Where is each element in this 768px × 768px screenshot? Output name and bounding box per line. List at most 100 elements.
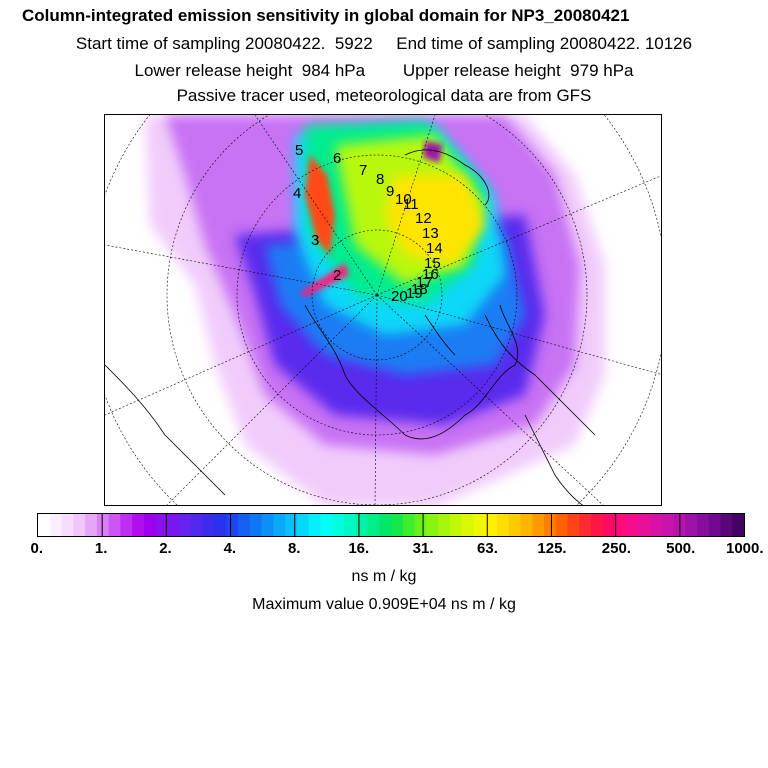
color-swatch [379, 514, 392, 536]
trajectory-label: 16 [422, 266, 439, 283]
coastlines [105, 149, 596, 505]
trajectory-label: 2 [333, 267, 341, 284]
color-swatch [426, 514, 439, 536]
trajectory-label: 20 [391, 288, 408, 305]
color-swatch [296, 514, 310, 536]
color-swatch [591, 514, 604, 536]
sensitivity-plume [145, 115, 605, 505]
trajectory-label: 6 [333, 150, 341, 167]
color-swatch [532, 514, 545, 536]
color-swatch [273, 514, 286, 536]
color-swatch [402, 514, 416, 536]
color-swatch [96, 514, 110, 536]
color-scale-bar [37, 513, 745, 537]
color-swatch [343, 514, 357, 536]
color-swatch [614, 514, 627, 536]
color-swatch [685, 514, 698, 536]
sampling-time-info: Start time of sampling 20080422. 5922 En… [75, 34, 693, 53]
color-swatch [520, 514, 533, 536]
color-swatch [461, 514, 474, 536]
color-swatch [449, 514, 463, 536]
color-swatch [332, 514, 345, 536]
trajectory-label: 19 [406, 285, 423, 302]
color-swatch [720, 514, 733, 536]
trajectory-label: 14 [426, 240, 443, 257]
color-scale-tick: 500. [666, 540, 696, 557]
color-scale-tick: 8. [287, 540, 301, 557]
color-swatch [391, 514, 404, 536]
trajectory-label: 13 [422, 225, 439, 242]
color-swatch [226, 514, 239, 536]
color-scale-swatches [38, 514, 744, 536]
color-swatch [567, 514, 580, 536]
maximum-value: Maximum value 0.909E+04 ns m / kg [252, 596, 516, 613]
color-scale-tick: 1000. [726, 540, 764, 557]
trajectory-label: 15 [424, 255, 441, 272]
color-swatch [179, 514, 192, 536]
color-swatch [85, 514, 98, 536]
trajectory-label: 17 [416, 274, 433, 291]
color-swatch [638, 514, 651, 536]
color-swatch [367, 514, 380, 536]
color-scale-tick: 2. [159, 540, 172, 557]
color-swatch [308, 514, 321, 536]
color-swatch [167, 514, 180, 536]
color-swatch [38, 514, 51, 536]
trajectory-label: 7 [359, 162, 367, 179]
color-swatch [320, 514, 333, 536]
color-swatch [49, 514, 63, 536]
color-swatch [602, 514, 616, 536]
color-swatch [190, 514, 204, 536]
map-title: Column-integrated emission sensitivity i… [22, 6, 630, 25]
color-swatch [143, 514, 157, 536]
color-swatch [73, 514, 86, 536]
color-scale-ticks: 0. 1. 2. 4. 8. 16. 31. 63. 125. 250. 500. 1000. [0, 540, 768, 562]
polar-map: 2 3 4 5 6 7 8 9 10 11 12 13 14 15 16 17 … [104, 114, 662, 506]
color-swatch [202, 514, 215, 536]
color-swatch [438, 514, 451, 536]
color-scale-tick: 4. [223, 540, 237, 557]
trajectory-label: 9 [386, 183, 394, 200]
color-scale-tick: 250. [601, 540, 631, 557]
color-swatch [473, 514, 486, 536]
color-swatch [496, 514, 510, 536]
emission-sensitivity-field: 2 3 4 5 6 7 8 9 10 11 12 13 14 15 16 17 … [105, 115, 661, 505]
color-scale-tick: 125. [537, 540, 567, 557]
color-scale-tick: 63. [477, 540, 498, 557]
color-swatch [732, 514, 744, 536]
color-swatch [579, 514, 592, 536]
color-swatch [214, 514, 227, 536]
color-swatch [155, 514, 168, 536]
color-swatch [249, 514, 263, 536]
trajectory-label: 11 [403, 196, 419, 213]
color-swatch [708, 514, 721, 536]
color-scale-tick: 31. [412, 540, 434, 557]
color-swatch [626, 514, 639, 536]
grid-lines [105, 115, 661, 505]
color-swatch [543, 514, 557, 536]
trajectory-label: 12 [415, 210, 432, 227]
color-swatch [661, 514, 674, 536]
color-scale-unit: ns m / kg [351, 568, 417, 585]
color-swatch [120, 514, 133, 536]
color-swatch [355, 514, 368, 536]
trajectory-label: 3 [311, 232, 319, 249]
color-scale-tick: 1. [94, 540, 108, 557]
trajectory-labels: 2 3 4 5 6 7 8 9 10 11 12 13 14 15 16 17 … [293, 142, 443, 305]
trajectory-label: 5 [295, 142, 303, 159]
color-swatch [414, 514, 427, 536]
color-swatch [132, 514, 145, 536]
color-swatch [238, 514, 251, 536]
color-swatch [61, 514, 74, 536]
color-swatch [649, 514, 663, 536]
trajectory-label: 4 [293, 185, 301, 202]
color-swatch [696, 514, 710, 536]
color-scale-tick: 0. [30, 540, 44, 557]
release-height-info: Lower release height 984 hPa Upper relea… [134, 61, 634, 80]
color-swatch [108, 514, 121, 536]
color-swatch [261, 514, 274, 536]
trajectory-label: 8 [376, 171, 384, 188]
color-scale-tick: 16. [348, 540, 370, 557]
color-swatch [485, 514, 498, 536]
color-swatch [508, 514, 521, 536]
